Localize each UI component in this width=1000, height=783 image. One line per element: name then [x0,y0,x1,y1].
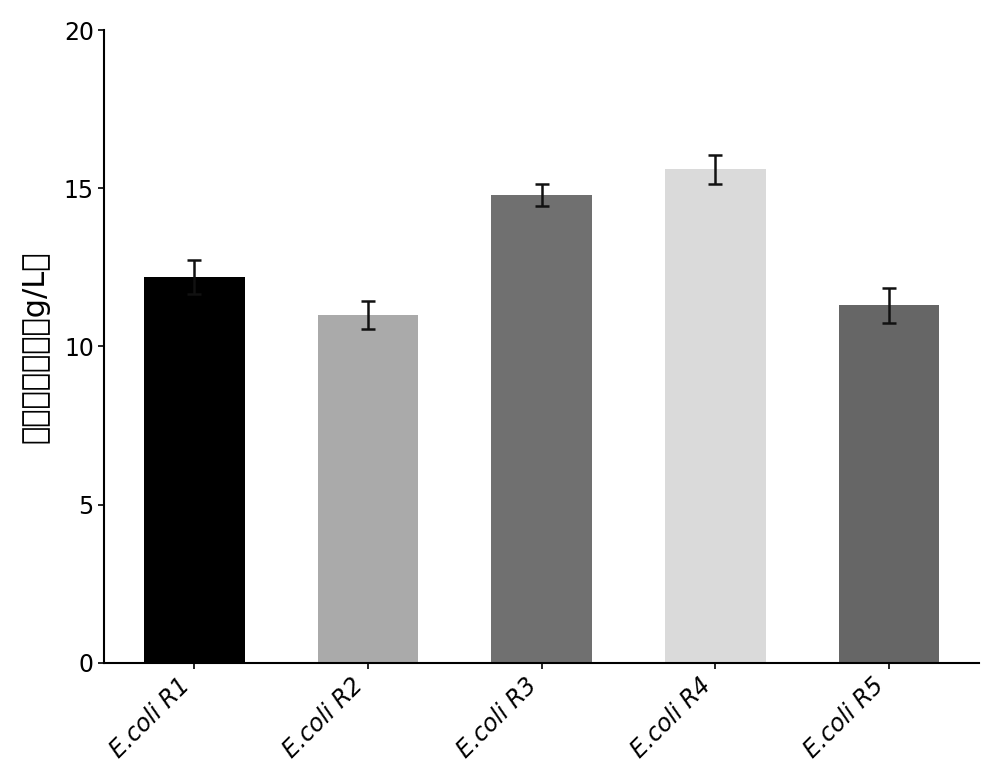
Bar [839,305,939,662]
Bar [491,195,592,662]
Bar [144,277,245,662]
Bar [665,169,766,662]
Y-axis label: 羟基酰醇浓度（g/L）: 羟基酰醇浓度（g/L） [21,251,50,442]
Bar [318,315,418,662]
